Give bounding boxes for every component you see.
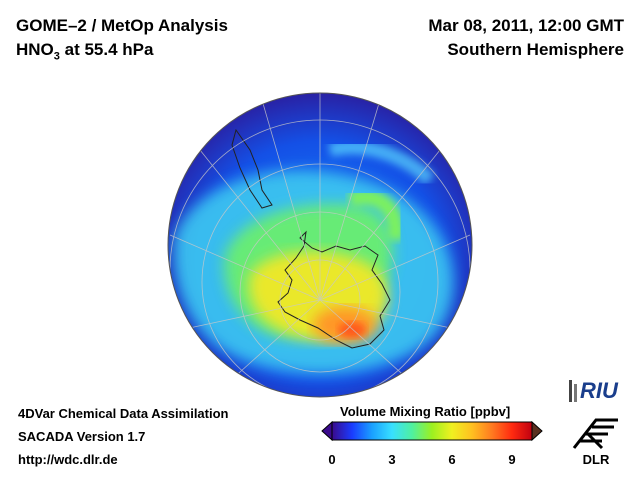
- colorbar-under-arrow: [321, 420, 333, 442]
- species-main: HNO: [16, 40, 54, 59]
- species-title: HNO3 at 55.4 hPa: [16, 38, 228, 68]
- red-core: [338, 322, 366, 338]
- species-level: at 55.4 hPa: [59, 40, 154, 59]
- riu-logo-bar: [569, 380, 572, 402]
- antarctica-coastline: [277, 230, 391, 349]
- map-title: GOME–2 / MetOp Analysis HNO3 at 55.4 hPa: [16, 14, 228, 68]
- colorbar-title: Volume Mixing Ratio [ppbv]: [340, 404, 511, 419]
- colorbar-tick: 0: [328, 452, 336, 467]
- dlr-logo-mark: [572, 418, 618, 450]
- south-america-coastline: [231, 128, 273, 209]
- instrument-title: GOME–2 / MetOp Analysis: [16, 16, 228, 35]
- globe-outline: [167, 92, 473, 398]
- dlr-logo-text: DLR: [583, 452, 610, 466]
- riu-logo-bar: [574, 384, 577, 402]
- coastline-fragment: [179, 95, 216, 121]
- dlr-logo: DLR: [572, 418, 618, 466]
- region-label: Southern Hemisphere: [447, 40, 624, 59]
- species-subscript: 3: [53, 50, 60, 63]
- colorbar-tick: 6: [448, 452, 456, 467]
- field-layer: [168, 93, 472, 397]
- footer-credits: 4DVar Chemical Data Assimilation SACADA …: [18, 402, 229, 471]
- cyan-filament: [328, 140, 435, 186]
- riu-logo-text: RIU: [580, 378, 619, 403]
- colorbar-tick: 3: [388, 452, 396, 467]
- colorbar-tick: 9: [508, 452, 516, 467]
- credit-line-url: http://wdc.dlr.de: [18, 452, 118, 467]
- datetime-label: Mar 08, 2011, 12:00 GMT: [428, 16, 624, 35]
- map-subtitle: Mar 08, 2011, 12:00 GMT Southern Hemisph…: [428, 14, 624, 62]
- green-filament: [347, 189, 404, 242]
- riu-logo: RIU: [569, 378, 619, 403]
- credit-line-version: SACADA Version 1.7: [18, 429, 146, 444]
- credit-line-assimilation: 4DVar Chemical Data Assimilation: [18, 406, 229, 421]
- colorbar: [321, 420, 543, 442]
- colorbar-scale: [331, 421, 533, 441]
- colorbar-over-arrow: [531, 420, 543, 442]
